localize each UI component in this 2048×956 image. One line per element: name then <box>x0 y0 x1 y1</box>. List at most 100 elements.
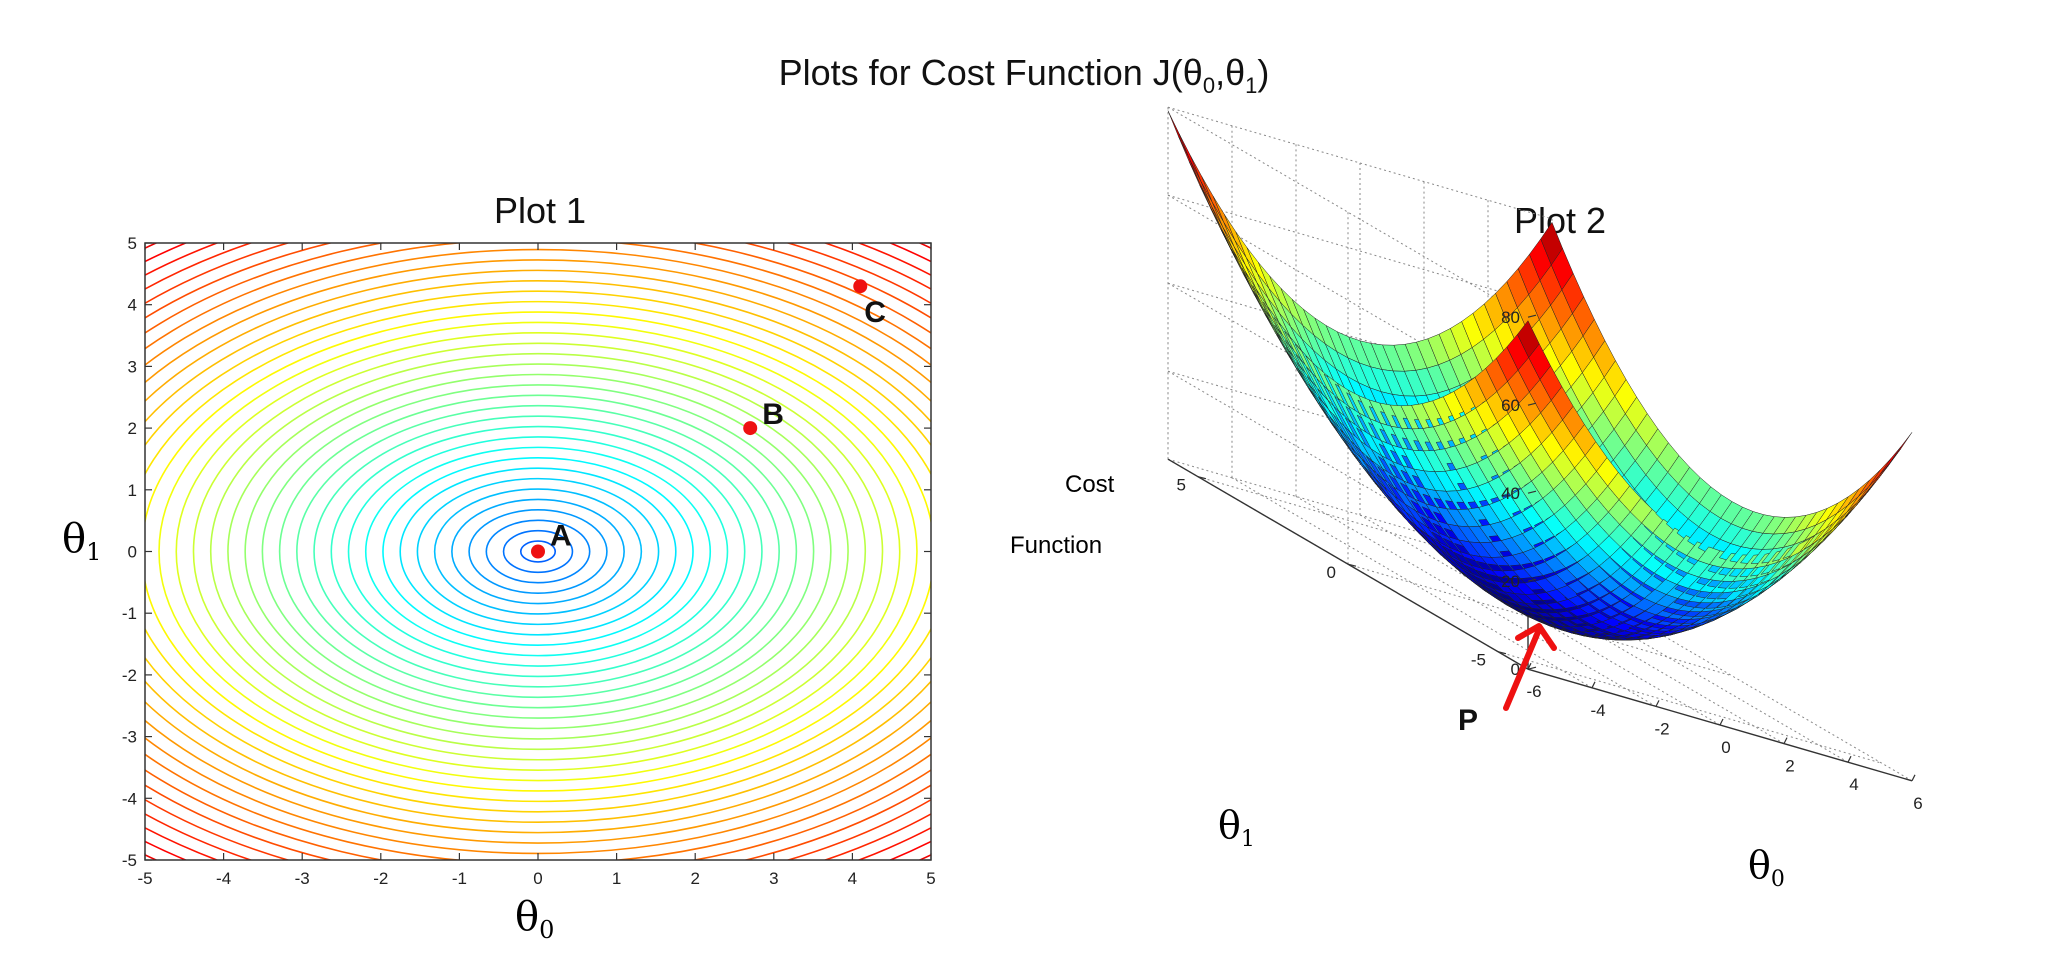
x-tick-label: 6 <box>1913 794 1922 813</box>
plot2-ylabel-sub: 1 <box>1241 827 1255 852</box>
z-tick-label: 60 <box>1501 396 1520 415</box>
contour-line <box>278 394 798 709</box>
y-tick-mark <box>1347 563 1357 567</box>
plot2-xlabel: θ0 <box>1748 843 1785 892</box>
grid-line <box>1167 194 1553 308</box>
contour-line <box>296 404 780 699</box>
contour-line <box>158 321 918 782</box>
z-tick-label: 0 <box>1511 660 1520 679</box>
x-tick-label: -2 <box>373 869 388 888</box>
contour-line <box>433 488 643 615</box>
y-tick-label: -5 <box>122 851 137 870</box>
contour-line <box>209 352 867 751</box>
plot1-points: A B C <box>531 279 886 559</box>
x-tick-label: 2 <box>1785 757 1794 776</box>
page-title-sep: ,θ <box>1215 52 1246 93</box>
x-tick-mark <box>1847 755 1852 763</box>
z-tick-mark <box>1527 578 1537 582</box>
contour-line <box>145 280 931 823</box>
page-title-sub0: 0 <box>1202 73 1216 99</box>
contour-line <box>364 446 712 657</box>
x-tick-label: 1 <box>612 869 621 888</box>
x-tick-mark <box>1719 718 1724 726</box>
page-title-main: Plots for Cost Function J(θ <box>778 52 1203 93</box>
x-tick-label: 4 <box>1849 775 1858 794</box>
plot1-ylabel: θ1 <box>62 516 101 566</box>
plot1-ticks: -5 -4 -3 -2 -1 0 1 2 3 4 5 5 4 3 2 1 0 -1 -2 -3 -4 -5 <box>122 234 936 888</box>
plot1-xlabel-sub: 0 <box>539 916 554 944</box>
plot1-title: Plot 1 <box>493 190 587 231</box>
x-tick-label: 2 <box>690 869 699 888</box>
contour-line <box>261 384 815 719</box>
contour-line <box>145 269 931 834</box>
x-tick-mark <box>1655 700 1660 707</box>
plot2-zlabel-line2: Function <box>1010 532 1102 559</box>
y-tick-label: 0 <box>128 543 137 562</box>
x-tick-mark <box>1911 774 1916 782</box>
y-tick-label: 2 <box>128 419 137 438</box>
x-tick-label: 0 <box>1721 738 1730 757</box>
x-tick-label: -6 <box>1526 682 1541 701</box>
contour-line <box>227 363 849 740</box>
contour-line <box>485 519 591 584</box>
grid-line <box>1197 476 1583 589</box>
page-title-sub1: 1 <box>1245 73 1258 99</box>
plot2-zlabel-line1: Cost <box>1065 471 1115 498</box>
surface-patch <box>1190 155 1213 203</box>
contour-line <box>451 498 625 605</box>
plot1-xlabel-theta: θ <box>515 894 539 940</box>
plot2-title: Plot 2 <box>1513 200 1607 241</box>
point-label-b: B <box>762 398 784 431</box>
x-tick-mark <box>1591 681 1596 689</box>
contour-line <box>468 509 608 594</box>
x-tick-label: -3 <box>295 869 310 888</box>
plot2-ylabel-theta: θ <box>1218 803 1241 847</box>
point-label-a: A <box>550 520 572 553</box>
point-c <box>853 279 868 294</box>
minimum-annotation: P <box>1458 623 1557 737</box>
z-tick-mark <box>1527 402 1537 406</box>
surface-mesh <box>1167 110 1913 641</box>
x-tick-label: -1 <box>452 869 467 888</box>
surface-patch <box>1868 458 1892 487</box>
y-tick-label: -5 <box>1471 651 1486 670</box>
x-tick-label: -5 <box>137 869 152 888</box>
x-tick-label: 5 <box>926 869 935 888</box>
y-tick-label: -4 <box>122 789 137 808</box>
z-tick-label: 80 <box>1501 308 1520 327</box>
contour-line <box>145 290 931 813</box>
grid-line <box>1497 651 1883 764</box>
point-label-p: P <box>1458 704 1478 737</box>
y-tick-label: 1 <box>128 481 137 500</box>
y-tick-mark <box>1197 476 1207 480</box>
plot2-ylabel: θ1 <box>1218 803 1255 852</box>
x-tick-mark <box>1783 737 1788 744</box>
z-tick-label: 20 <box>1501 572 1520 591</box>
x-tick-mark <box>1527 662 1532 670</box>
contour-line <box>244 373 832 730</box>
contour-line <box>347 436 729 667</box>
point-a <box>531 544 545 559</box>
plot2-xlabel-sub: 0 <box>1771 867 1785 892</box>
y-tick-label: -1 <box>122 604 137 623</box>
y-tick-label: 4 <box>128 296 137 315</box>
surface-patch <box>1889 432 1913 463</box>
contour-line <box>399 467 677 636</box>
x-tick-label: 0 <box>533 869 542 888</box>
surface-patch <box>1201 176 1224 223</box>
contour-line <box>502 529 574 574</box>
contour-line <box>330 425 746 678</box>
surface-patch <box>1858 469 1881 497</box>
contour-line <box>145 259 931 844</box>
plot2-ticks: 80 60 40 20 0 -6 -4 -2 0 2 4 6 5 0 -5 <box>1177 308 1923 813</box>
y-tick-label: -3 <box>122 728 137 747</box>
z-tick-mark <box>1527 666 1537 670</box>
page-title: Plots for Cost Function J(θ0,θ1) <box>0 52 2048 99</box>
y-tick-label: 0 <box>1327 563 1336 582</box>
y-tick-label: 5 <box>128 234 137 253</box>
x-tick-label: 4 <box>848 869 857 888</box>
plot2-xlabel-theta: θ <box>1748 843 1771 887</box>
x-tick-label: -2 <box>1654 719 1669 738</box>
